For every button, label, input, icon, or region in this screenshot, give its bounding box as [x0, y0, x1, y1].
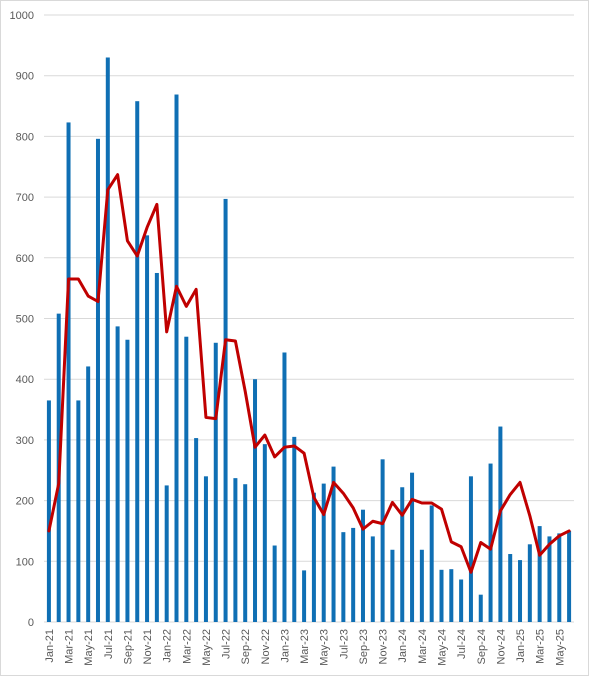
y-tick-label: 200: [16, 496, 34, 508]
bar: [46, 400, 51, 622]
x-tick-label: May-25: [554, 629, 566, 666]
y-tick-label: 700: [16, 192, 34, 204]
gridlines: [44, 14, 574, 623]
bar: [125, 339, 130, 622]
bar: [488, 463, 493, 622]
bar: [213, 342, 218, 622]
y-tick-label: 1000: [10, 10, 34, 22]
x-tick-label: Mar-21: [64, 629, 76, 664]
x-axis-tick-labels: Jan-21 Mar-21 May-21 Jul-21 Sep-21 Nov-21 Jan-…: [44, 629, 566, 666]
bar: [419, 549, 424, 622]
x-tick-label: May-21: [83, 629, 95, 666]
bar: [518, 560, 523, 622]
bar: [321, 483, 326, 622]
bar-series: [46, 57, 572, 623]
y-tick-label: 0: [28, 617, 34, 629]
bar: [459, 579, 464, 622]
bar: [184, 336, 189, 622]
y-tick-label: 400: [16, 374, 34, 386]
bar: [302, 570, 307, 622]
bar: [145, 235, 150, 622]
line-series-path: [47, 173, 571, 574]
bar: [243, 484, 248, 622]
bar: [66, 122, 71, 622]
bar: [164, 485, 169, 622]
y-tick-label: 100: [16, 556, 34, 568]
bar: [331, 466, 336, 622]
bar: [478, 594, 483, 622]
y-axis-tick-labels: 0 100 200 300 400 500 600 700 800 900 1000: [10, 10, 34, 629]
bar: [223, 198, 228, 623]
y-tick-label: 900: [16, 71, 34, 83]
bar: [115, 326, 120, 622]
bar: [351, 527, 356, 622]
bar: [174, 94, 179, 622]
bar: [429, 505, 434, 622]
bar: [311, 492, 316, 622]
line-series: [47, 173, 571, 574]
bar: [154, 272, 159, 622]
x-tick-label: Jul-21: [103, 629, 115, 659]
x-tick-label: Nov-23: [378, 629, 390, 664]
x-tick-label: Jul-24: [456, 629, 468, 659]
bar: [360, 509, 365, 622]
x-tick-label: Sep-23: [358, 629, 370, 664]
y-tick-label: 600: [16, 253, 34, 265]
bar: [253, 379, 258, 622]
x-tick-label: Jan-21: [44, 629, 56, 663]
bar: [194, 438, 199, 622]
bar: [508, 554, 513, 622]
bar: [390, 549, 395, 622]
x-tick-label: May-23: [319, 629, 331, 666]
bar: [105, 57, 110, 623]
bar: [527, 544, 532, 622]
x-tick-label: Nov-24: [495, 629, 507, 664]
bar: [370, 536, 375, 622]
bar: [86, 366, 91, 622]
bar: [341, 532, 346, 622]
bar: [292, 436, 297, 622]
bar: [400, 487, 405, 622]
x-tick-label: May-24: [437, 629, 449, 666]
bar: [76, 400, 81, 622]
bar: [537, 526, 542, 622]
y-tick-label: 500: [16, 314, 34, 326]
bar: [282, 352, 287, 622]
bar: [262, 444, 267, 622]
x-tick-label: Mar-25: [535, 629, 547, 664]
x-tick-label: Jul-22: [221, 629, 233, 659]
bar: [380, 459, 385, 622]
bar: [449, 569, 454, 622]
bar: [468, 476, 473, 622]
bar: [547, 536, 552, 622]
bar: [135, 101, 140, 622]
x-tick-label: Sep-21: [122, 629, 134, 664]
x-tick-label: Nov-22: [260, 629, 272, 664]
bar: [272, 545, 277, 622]
x-tick-label: Mar-24: [417, 629, 429, 664]
bar: [95, 138, 100, 622]
x-tick-label: Jan-23: [279, 629, 291, 663]
x-tick-label: Mar-23: [299, 629, 311, 664]
x-tick-label: Mar-22: [181, 629, 193, 664]
x-tick-label: Jan-24: [397, 629, 409, 663]
bar: [567, 530, 572, 622]
x-tick-label: Jan-22: [162, 629, 174, 663]
x-tick-label: Jan-25: [515, 629, 527, 663]
x-tick-label: Sep-22: [240, 629, 252, 664]
bar: [557, 533, 562, 622]
x-tick-label: Jul-23: [338, 629, 350, 659]
bar: [410, 472, 415, 622]
bar: [233, 478, 238, 622]
x-tick-label: Nov-21: [142, 629, 154, 664]
bar: [203, 476, 208, 622]
x-tick-label: Sep-24: [476, 629, 488, 664]
x-tick-label: May-22: [201, 629, 213, 666]
bar: [498, 426, 503, 622]
bar: [439, 569, 444, 622]
y-tick-label: 800: [16, 131, 34, 143]
y-tick-label: 300: [16, 435, 34, 447]
